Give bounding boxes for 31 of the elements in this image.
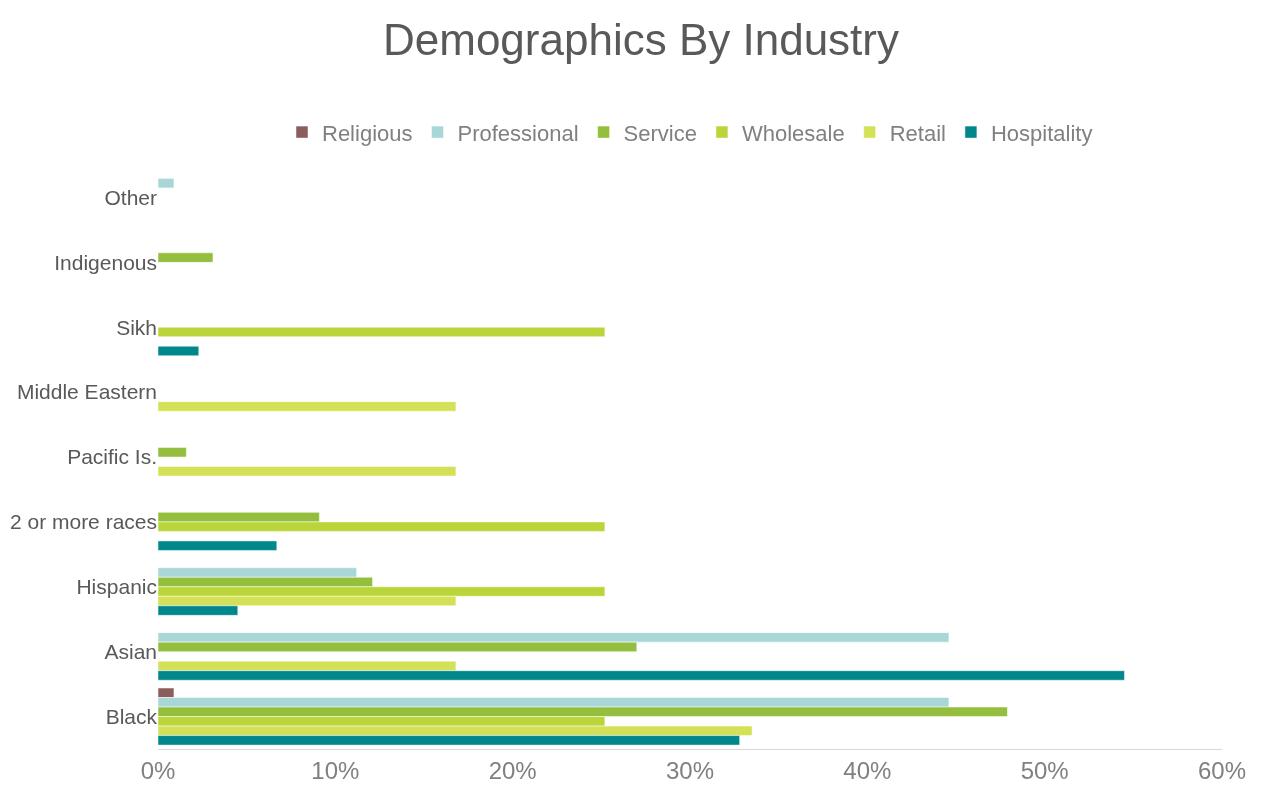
bar <box>158 447 187 458</box>
bar <box>158 540 278 551</box>
legend-label: Hospitality <box>990 120 1093 146</box>
bar <box>158 178 175 189</box>
x-tick-label: 0% <box>140 756 176 784</box>
x-tick-label: 20% <box>488 756 537 784</box>
bar <box>158 466 457 477</box>
y-tick-label: Pacific Is. <box>67 445 157 469</box>
chart-title: Demographics By Industry <box>383 14 899 64</box>
legend-label: Religious <box>322 120 413 146</box>
x-tick-label: 10% <box>311 756 360 784</box>
bar <box>158 252 214 263</box>
legend-label: Service <box>623 120 697 146</box>
bar <box>158 326 606 337</box>
legend-label: Professional <box>457 120 579 146</box>
x-tick-label: 50% <box>1020 756 1069 784</box>
y-tick-label: Asian <box>104 640 157 664</box>
y-tick-label: Sikh <box>116 315 157 339</box>
y-tick-label: Middle Eastern <box>16 380 157 404</box>
x-tick-label: 40% <box>843 756 892 784</box>
x-tick-label: 30% <box>665 756 715 784</box>
y-tick-label: Black <box>105 704 158 728</box>
bar <box>158 346 200 357</box>
y-tick-label: 2 or more races <box>9 510 157 534</box>
bar <box>158 401 457 412</box>
y-tick-label: Indigenous <box>54 250 157 274</box>
y-tick-label: Hispanic <box>76 575 157 599</box>
legend-label: Wholesale <box>741 120 845 146</box>
y-tick-label: Other <box>104 185 157 209</box>
x-tick-label: 60% <box>1197 756 1247 784</box>
legend-label: Retail <box>889 120 946 146</box>
